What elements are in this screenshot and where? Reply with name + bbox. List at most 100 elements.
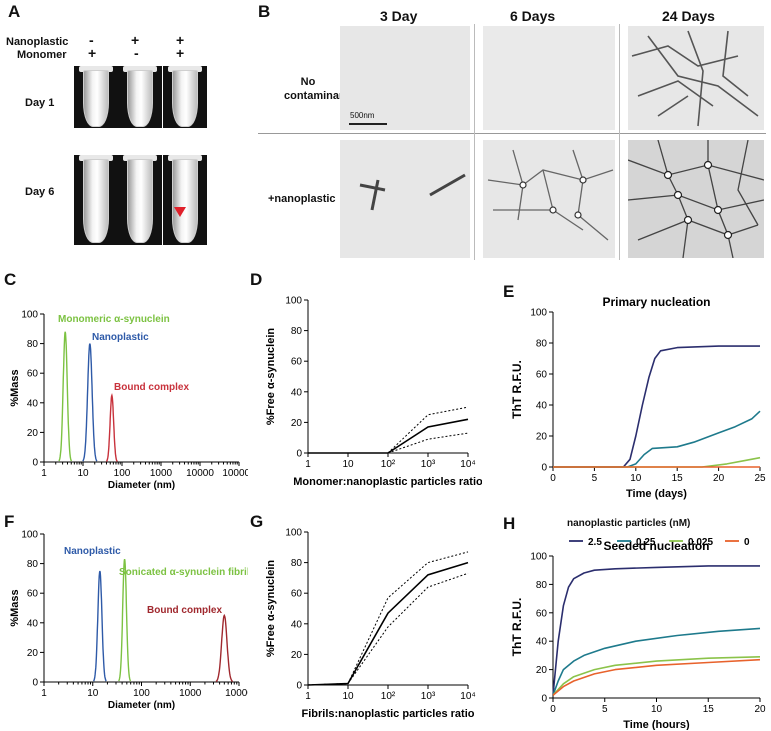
series-line-monomeric-synuclein [58,331,73,462]
x-tick-label: 1 [41,468,47,479]
panel-f-label: F [4,512,15,531]
y-tick-label: 40 [291,387,303,398]
y-tick-label: 100 [285,528,302,539]
x-tick-label: 100000 [222,468,248,479]
chart-g: 0 20 40 60 80 100 1 10 10² 10³ 10⁴ Fibrils:nanoplas… [265,528,476,721]
nanoplastic-row-label: Nanoplastic [6,36,69,48]
x-tick-label: 1000 [150,468,173,479]
y-tick-label: 40 [27,618,39,629]
x-tick-label: 0 [550,473,556,484]
y-tick-label: 60 [27,369,39,380]
red-arrow-icon [174,207,186,217]
mean-line [308,418,469,454]
tube-photo-day1-2 [118,66,162,128]
col1-monomer-sign: + [88,45,97,61]
y-tick-label: 80 [291,558,303,569]
y-tick-label: 100 [21,310,38,321]
y-tick-label: 40 [27,398,39,409]
em-image-nanoplastic-24days [627,139,765,259]
panel-c-label: C [4,270,17,289]
y-tick-label: 40 [291,619,303,630]
y-axis-label: %Mass [9,369,21,406]
x-tick-label: 5 [592,473,598,484]
col1-nanoplastic-sign: - [89,32,94,48]
y-tick-label: 0 [296,681,302,692]
legend-label-0.25: 0.25 [636,537,656,548]
col-title-6days: 6 Days [510,8,556,24]
em-image-nanoplastic-3day [340,140,470,258]
tube-photo-day6-3 [163,155,207,245]
x-tick-label: 10 [342,459,354,470]
series-label: Bound complex [114,382,189,393]
chart-h: 0 20 40 60 80 100 0 5 10 15 20 Time (hours) ThT R.F.… [510,539,766,730]
x-tick-label: 15 [672,473,684,484]
y-tick-label: 60 [291,357,303,368]
x-tick-label: 10³ [421,691,436,702]
series-line-0 [552,658,761,696]
x-tick-label: 1 [305,459,311,470]
col3-nanoplastic-sign: + [176,32,185,48]
legend-label-0.025: 0.025 [688,537,713,548]
y-tick-label: 80 [536,339,548,350]
y-tick-label: 0 [541,694,547,705]
series-label: Nanoplastic [92,332,149,343]
x-tick-label: 20 [713,473,725,484]
legend-label-2.5: 2.5 [588,537,602,548]
panel-d-label: D [250,270,263,289]
scale-bar-label: 500nm [350,111,375,120]
x-tick-label: 25 [754,473,766,484]
legend-h: 2.5 0.25 0.025 0 [569,537,750,548]
panel-b-row-divider [258,133,766,134]
y-tick-label: 80 [27,559,39,570]
chart-e: 0 20 40 60 80 100 0 5 10 15 20 25 Time (days) ThT R.F… [510,295,766,500]
y-tick-label: 100 [285,296,302,307]
chart-title: Primary nucleation [602,295,710,309]
y-axis-label: ThT R.F.U. [510,598,524,657]
x-axis-label: Time (hours) [623,719,690,730]
x-tick-label: 10⁴ [460,459,475,470]
y-tick-label: 60 [536,608,548,619]
series-line-bound-complex [105,393,118,462]
em-image-nocontam-3day [340,26,470,130]
x-tick-label: 100 [133,688,150,699]
chart-c: 0 20 40 60 80 100 1 10 100 1000 10000 100000 Diamete… [9,310,248,492]
tube-photo-day1-3 [163,66,207,128]
y-tick-label: 20 [536,665,548,676]
y-tick-label: 40 [536,401,548,412]
y-tick-label: 20 [536,432,548,443]
x-tick-label: 1 [41,688,47,699]
x-tick-label: 10 [342,691,354,702]
x-axis-label: Diameter (nm) [108,700,175,711]
day6-label: Day 6 [25,186,55,198]
x-tick-label: 10³ [421,459,436,470]
x-tick-label: 10² [381,691,396,702]
x-tick-label: 10000 [225,688,248,699]
x-tick-label: 0 [550,704,556,715]
series-line-nanoplastic [82,343,98,462]
y-tick-label: 60 [291,589,303,600]
y-tick-label: 80 [27,339,39,350]
series-line-0.025 [553,456,761,468]
series-line-0.25 [553,410,761,468]
tube-photo-day1-1 [74,66,118,128]
tube-photo-day6-2 [118,155,162,245]
x-tick-label: 10 [630,473,642,484]
x-tick-label: 10 [651,704,663,715]
y-tick-label: 20 [291,650,303,661]
x-axis-label: Time (days) [626,488,687,500]
y-tick-label: 0 [32,678,38,689]
col3-monomer-sign: + [176,45,185,61]
chart-f: 0 20 40 60 80 100 1 10 100 1000 10000 Diameter (nm)… [9,530,248,711]
x-axis-label: Monomer:nanoplastic particles ratio [293,476,482,488]
mean-line [307,561,469,686]
scale-bar [349,123,387,125]
series-label: Sonicated α-synuclein fibrils [119,567,248,578]
x-tick-label: 15 [703,704,715,715]
y-axis-label: %Free α-synuclein [265,328,277,426]
panel-e-label: E [503,282,515,301]
panel-b-col-divider-1 [474,24,475,260]
y-axis-label: %Free α-synuclein [265,560,277,658]
lower-bound-line [308,432,469,454]
col2-monomer-sign: - [134,45,139,61]
series-line-0.025 [552,656,761,696]
